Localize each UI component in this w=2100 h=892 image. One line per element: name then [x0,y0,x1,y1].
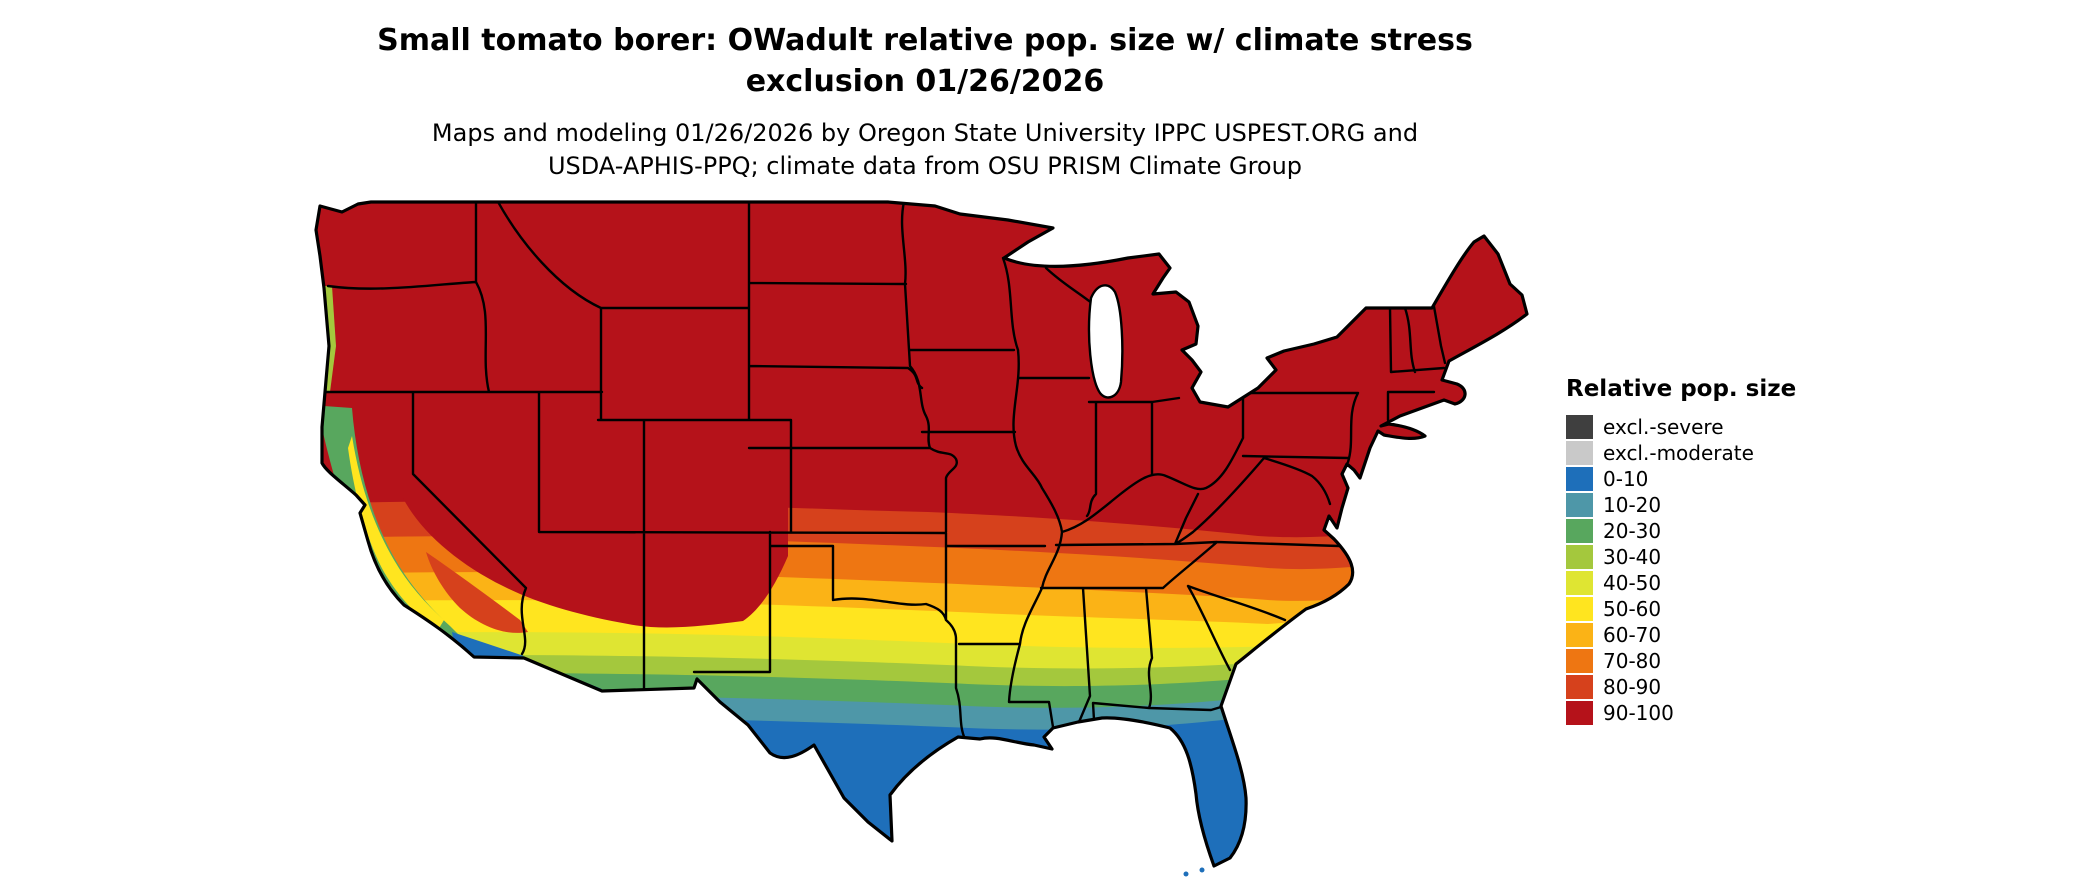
florida-keys-dot-2 [1199,867,1205,873]
legend-label: 70-80 [1603,648,1662,673]
map-title-line1: Small tomato borer: OWadult relative pop… [377,23,1473,58]
band-20-30 [316,658,1527,866]
band-30-40 [316,644,1527,866]
legend-item: excl.-severe [1566,414,1796,439]
figure-header: Small tomato borer: OWadult relative pop… [310,20,1540,183]
legend-title: Relative pop. size [1566,376,1797,402]
map-title: Small tomato borer: OWadult relative pop… [310,20,1540,102]
state-borders [320,202,1447,741]
legend-label: excl.-severe [1603,414,1724,439]
map-subtitle-line2: USDA-APHIS-PPQ; climate data from OSU PR… [547,152,1303,180]
legend-swatch-40-50 [1566,570,1593,595]
legend-label: 10-20 [1603,492,1662,517]
rockies-high-population-patch [403,498,788,628]
legend-item: 40-50 [1566,570,1796,595]
lake-michigan [1087,284,1124,399]
legend-label: 50-60 [1603,596,1662,621]
legend-item: 80-90 [1566,674,1796,699]
legend-swatch-excl-severe [1566,414,1593,439]
legend-label: 40-50 [1603,570,1662,595]
legend-item: 10-20 [1566,492,1796,517]
us-outline [314,200,1529,868]
florida-keys-dot-1 [1183,871,1189,877]
map-legend: Relative pop. size excl.-severe excl.-mo… [1566,376,1796,726]
legend-item: 70-80 [1566,648,1796,673]
band-10-20 [316,676,1527,866]
legend-swatch-80-90 [1566,674,1593,699]
legend-label: 20-30 [1603,518,1662,543]
legend-label: excl.-moderate [1603,440,1754,465]
legend-item: 50-60 [1566,596,1796,621]
legend-swatch-10-20 [1566,492,1593,517]
legend-swatch-0-10 [1566,466,1593,491]
legend-label: 90-100 [1603,700,1674,725]
map-subtitle: Maps and modeling 01/26/2026 by Oregon S… [310,117,1540,183]
legend-swatch-90-100 [1566,700,1593,725]
legend-swatch-20-30 [1566,518,1593,543]
legend-item: excl.-moderate [1566,440,1796,465]
legend-item: 30-40 [1566,544,1796,569]
legend-swatch-70-80 [1566,648,1593,673]
legend-swatch-excl-moderate [1566,440,1593,465]
legend-swatch-60-70 [1566,622,1593,647]
map-title-line2: exclusion 01/26/2026 [745,64,1105,99]
map-subtitle-line1: Maps and modeling 01/26/2026 by Oregon S… [431,119,1419,147]
legend-item: 90-100 [1566,700,1796,725]
legend-item: 60-70 [1566,622,1796,647]
legend-swatch-30-40 [1566,544,1593,569]
us-map [314,200,1529,877]
legend-item: 0-10 [1566,466,1796,491]
legend-label: 80-90 [1603,674,1662,699]
legend-label: 0-10 [1603,466,1649,491]
legend-label: 30-40 [1603,544,1662,569]
legend-item: 20-30 [1566,518,1796,543]
legend-label: 60-70 [1603,622,1662,647]
mojave-patch [426,552,528,633]
legend-swatch-50-60 [1566,596,1593,621]
